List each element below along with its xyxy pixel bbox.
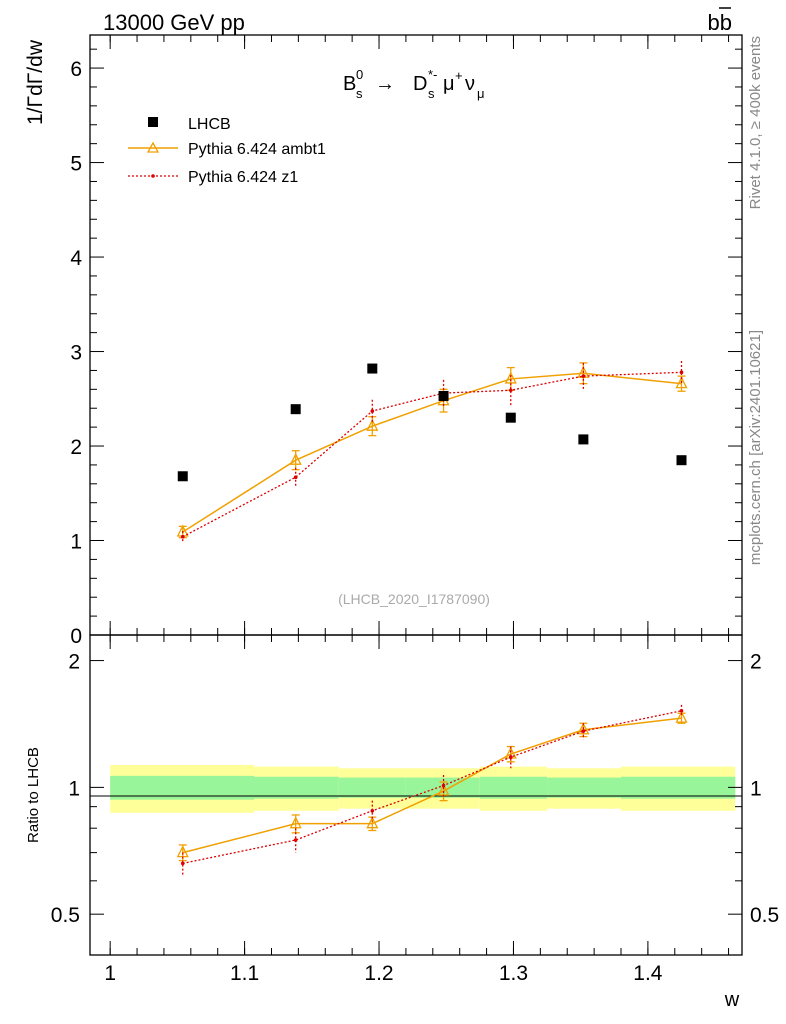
legend-ambt1-marker (146, 141, 160, 153)
ratio-inner-band (479, 776, 548, 799)
x-tick-label: 1.2 (364, 962, 393, 985)
legend: LHCB Pythia 6.424 ambt1 Pythia 6.424 z1 (128, 116, 326, 186)
main-y-tick-label: 6 (70, 58, 82, 81)
main-y-tick-label: 2 (70, 436, 82, 459)
title-mu: μ (443, 73, 455, 95)
main-y-tick-label: 3 (70, 342, 82, 365)
ratio-y-tick-label: 2 (68, 651, 80, 674)
main-lhcb-point (177, 471, 188, 482)
main-ambt1-point (504, 371, 517, 384)
ratio-y-tick-label: 1 (68, 777, 80, 800)
ratio-axis-ticks: 0.5 0.5 1 1 2 2 1 1.1 1.2 1.3 1.4 (51, 635, 779, 985)
ratio-y-tick-label: 0.5 (51, 904, 80, 927)
legend-lhcb-marker (148, 117, 158, 127)
main-ambt1-point (675, 376, 688, 389)
main-z1-point (370, 409, 375, 413)
ratio-y-tick-label-right: 2 (750, 651, 762, 674)
main-y-tick-label: 1 (70, 531, 82, 554)
main-lhcb-point (505, 412, 516, 423)
main-plot-panel: 0 1 2 3 4 5 6 1/ΓdΓ/dw (LHCB_2020_I1787090) B … (24, 34, 743, 648)
ratio-ambt1-point (577, 722, 590, 735)
title-b-sup: 0 (356, 67, 363, 82)
main-y-tick-label: 5 (70, 153, 82, 176)
legend-ambt1-label: Pythia 6.424 ambt1 (188, 141, 326, 158)
main-z1-point (508, 388, 513, 393)
ratio-data-marks (176, 704, 688, 875)
title-nu-sub: μ (477, 86, 485, 101)
process-label: bb (708, 10, 732, 35)
title-d-sup: *- (428, 67, 437, 82)
x-tick-label: 1.3 (499, 962, 528, 985)
ratio-inner-band (338, 777, 406, 798)
ratio-inner-band (547, 777, 622, 798)
main-ambt1-point (366, 418, 379, 431)
main-lhcb-point (676, 455, 687, 466)
ratio-plot-panel: 0.5 0.5 1 1 2 2 1 1.1 1.2 1.3 1.4 Ratio to LHCB w (25, 634, 779, 1011)
main-data-marks (176, 360, 688, 543)
main-lhcb-point (290, 404, 301, 415)
title-arrow: → (375, 73, 395, 95)
decay-title: B 0 s → D *- s μ + ν μ (343, 67, 485, 101)
title-b-sub: s (356, 86, 363, 101)
x-tick-label: 1.1 (230, 962, 259, 985)
main-axis-ticks: 0 1 2 3 4 5 6 (70, 35, 742, 648)
ratio-ambt1-point (366, 816, 379, 829)
ratio-z1-point (180, 861, 185, 866)
main-y-axis-label: 1/ΓdΓ/dw (24, 39, 47, 125)
ratio-y-axis-label: Ratio to LHCB (25, 747, 42, 843)
mcplots-label: mcplots.cern.ch [arXiv:2401.10621] (747, 330, 764, 565)
main-lhcb-point (578, 434, 589, 445)
x-tick-label: 1.4 (633, 962, 663, 985)
x-axis-label: w (724, 989, 740, 1011)
rivet-label: Rivet 4.1.0, ≥ 400k events (747, 36, 764, 209)
ratio-inner-band (621, 776, 736, 799)
main-z1-point (679, 370, 684, 375)
main-y-tick-label: 0 (70, 625, 82, 648)
title-d-sub: s (428, 86, 435, 101)
ratio-z1-point (581, 729, 586, 733)
title-mu-sup: + (455, 68, 463, 83)
legend-lhcb-label: LHCB (188, 116, 231, 133)
main-y-tick-label: 4 (70, 247, 82, 270)
ratio-inner-band (254, 776, 339, 799)
energy-label: 13000 GeV pp (103, 10, 245, 35)
main-z1-line (182, 371, 682, 538)
ratio-ambt1-point (289, 816, 302, 829)
ratio-inner-band (110, 775, 255, 800)
ratio-z1-point (293, 838, 298, 842)
ratio-z1-point (370, 808, 375, 813)
ratio-z1-point (441, 783, 446, 788)
title-b: B (343, 73, 356, 95)
title-nu: ν (465, 73, 475, 95)
ratio-frame (89, 634, 743, 956)
ratio-z1-point (508, 755, 513, 759)
main-z1-point (581, 374, 586, 378)
title-d: D (413, 73, 427, 95)
ratio-y-tick-label-right: 0.5 (750, 904, 779, 927)
main-ambt1-line (182, 372, 682, 533)
main-lhcb-point (367, 363, 378, 374)
main-lhcb-point (438, 390, 449, 401)
ratio-ambt1-point (675, 710, 688, 723)
main-ambt1-point (289, 452, 302, 465)
ratio-uncertainty-bands (110, 765, 736, 813)
ratio-y-tick-label-right: 1 (750, 777, 762, 800)
legend-z1-label: Pythia 6.424 z1 (188, 169, 298, 186)
ratio-z1-point (679, 708, 684, 713)
x-tick-label: 1 (104, 962, 116, 985)
analysis-id-label: (LHCB_2020_I1787090) (338, 591, 490, 607)
main-z1-point (293, 475, 298, 480)
legend-z1-marker (151, 174, 155, 178)
main-z1-point (180, 534, 185, 539)
